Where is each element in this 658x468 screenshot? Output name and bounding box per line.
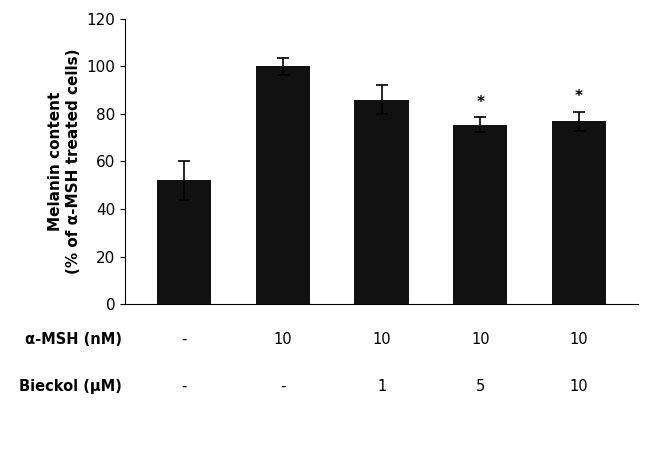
Text: -: - (182, 332, 187, 347)
Text: 1: 1 (377, 379, 386, 394)
Text: *: * (476, 95, 484, 110)
Text: *: * (575, 89, 583, 104)
Bar (157, 181, 211, 304)
Bar (355, 100, 409, 304)
Bar (256, 66, 310, 304)
Text: 10: 10 (570, 332, 588, 347)
Bar (552, 121, 606, 304)
Text: 10: 10 (471, 332, 490, 347)
Text: 10: 10 (570, 379, 588, 394)
Text: 10: 10 (372, 332, 391, 347)
Text: 5: 5 (476, 379, 485, 394)
Bar (453, 124, 507, 304)
Text: -: - (280, 379, 286, 394)
Text: 10: 10 (274, 332, 292, 347)
Text: Bieckol (μM): Bieckol (μM) (19, 379, 122, 394)
Text: α-MSH (nM): α-MSH (nM) (25, 332, 122, 347)
Y-axis label: Melanin content
(% of α-MSH treated cells): Melanin content (% of α-MSH treated cell… (49, 49, 81, 274)
Text: -: - (182, 379, 187, 394)
